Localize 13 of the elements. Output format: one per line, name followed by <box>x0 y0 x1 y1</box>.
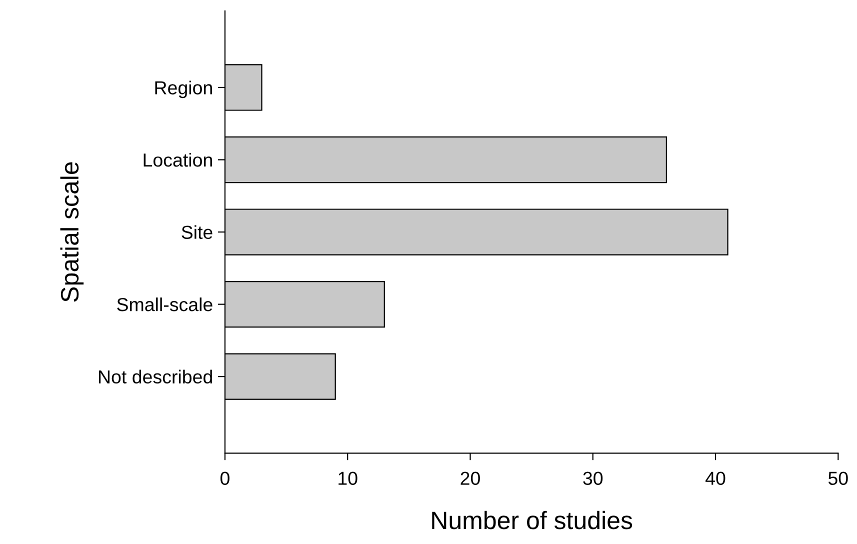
y-axis-title: Spatial scale <box>60 162 84 302</box>
x-tick-label: 30 <box>583 472 603 485</box>
x-tick-label: 20 <box>460 472 480 485</box>
y-tick-label: Not described <box>99 370 212 384</box>
y-tick-label: Small-scale <box>117 297 212 312</box>
x-tick-label: 40 <box>706 472 726 485</box>
x-tick-label: 0 <box>220 472 230 485</box>
x-tick-label: 50 <box>828 472 848 485</box>
x-axis-title: Number of studies <box>432 510 632 530</box>
x-tick-label: 10 <box>338 472 358 485</box>
y-tick-label: Site <box>182 225 212 239</box>
y-tick-label: Region <box>155 80 212 98</box>
y-tick-label: Location <box>144 152 212 167</box>
